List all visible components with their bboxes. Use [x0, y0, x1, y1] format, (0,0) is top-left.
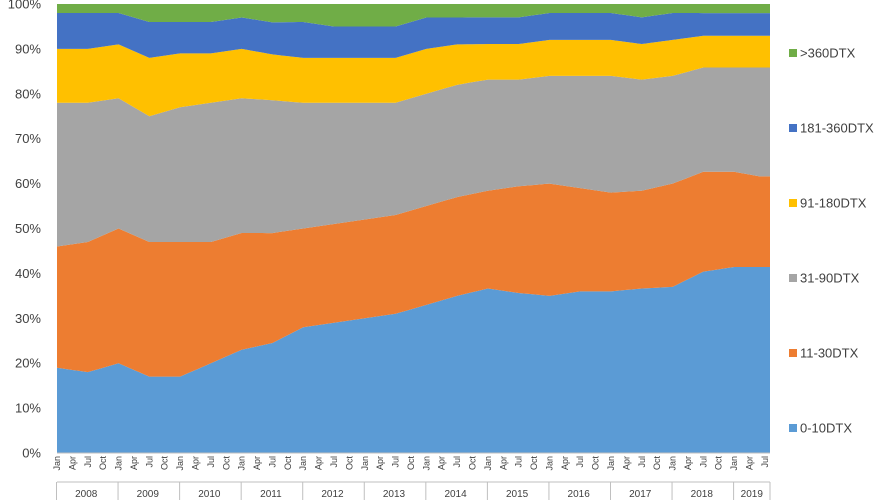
x-month-label: Jan — [298, 456, 308, 471]
y-tick-label: 10% — [15, 401, 41, 416]
legend-label: 91-180DTX — [800, 196, 867, 211]
x-month-label: Oct — [98, 456, 108, 471]
x-month-label: Jan — [729, 456, 739, 471]
x-month-label: Jan — [52, 456, 62, 471]
x-month-label: Oct — [652, 456, 662, 471]
legend-swatch — [789, 124, 797, 132]
area-0-10dtx — [57, 267, 770, 453]
x-year-label: 2009 — [137, 489, 160, 500]
area--360dtx — [57, 4, 770, 27]
area-series-group — [57, 4, 770, 453]
x-month-label: Apr — [498, 456, 508, 470]
area-181-360dtx — [57, 12, 770, 58]
x-month-label: Oct — [714, 456, 724, 471]
x-month-label: Jan — [114, 456, 124, 471]
x-month-label: Apr — [191, 456, 201, 470]
x-year-label: 2008 — [75, 489, 98, 500]
x-month-label: Oct — [283, 456, 293, 471]
x-year-label: 2015 — [506, 489, 529, 500]
legend-label: 11-30DTX — [800, 346, 859, 361]
x-year-label: 2011 — [260, 489, 282, 500]
y-tick-label: 40% — [15, 266, 41, 281]
area-11-30dtx — [57, 171, 770, 377]
x-month-label: Apr — [375, 456, 385, 470]
legend-label: 31-90DTX — [800, 271, 860, 286]
legend-swatch — [789, 424, 797, 432]
x-month-label: Jul — [267, 456, 277, 468]
legend-swatch — [789, 274, 797, 282]
x-axis: Jan Apr Jul Oct Jan Apr Jul Oct Jan Apr Jul Oct Jan A… — [52, 452, 771, 500]
x-month-label: Apr — [437, 456, 447, 470]
x-month-label: Apr — [67, 456, 77, 470]
x-month-label: Apr — [252, 456, 262, 470]
x-month-label: Jul — [698, 456, 708, 468]
x-month-label: Jul — [760, 456, 770, 468]
x-month-label: Jul — [83, 456, 93, 468]
legend: >360DTX 181-360DTX 91-180DTX 31-90DTX 11-30D… — [789, 46, 874, 436]
legend-label: 181-360DTX — [800, 121, 874, 136]
x-month-label: Jul — [144, 456, 154, 468]
x-month-label: Apr — [744, 456, 754, 470]
x-month-label: Apr — [621, 456, 631, 470]
x-year-label: 2018 — [691, 489, 714, 500]
legend-swatch — [789, 49, 797, 57]
x-month-label: Oct — [591, 456, 601, 471]
x-month-label: Jul — [329, 456, 339, 468]
x-year-label: 2019 — [741, 489, 764, 500]
x-month-label: Jan — [668, 456, 678, 471]
y-tick-label: 50% — [15, 221, 41, 236]
x-month-label: Jan — [360, 456, 370, 471]
x-year-label: 2016 — [568, 489, 591, 500]
y-tick-label: 100% — [8, 0, 42, 12]
x-month-label: Jan — [175, 456, 185, 471]
legend-label: >360DTX — [800, 46, 856, 61]
y-tick-label: 20% — [15, 356, 41, 371]
x-month-label: Jul — [514, 456, 524, 468]
x-month-label: Oct — [221, 456, 231, 471]
x-month-label: Jan — [483, 456, 493, 471]
area-91-180dtx — [57, 35, 770, 117]
x-year-label: 2012 — [321, 489, 344, 500]
area-31-90dtx — [57, 67, 770, 247]
y-tick-label: 0% — [22, 446, 41, 461]
x-month-label: Apr — [683, 456, 693, 470]
x-month-label: Oct — [344, 456, 354, 471]
y-tick-label: 70% — [15, 131, 41, 146]
x-year-label: 2013 — [383, 489, 406, 500]
x-year-label: 2010 — [198, 489, 221, 500]
legend-swatch — [789, 349, 797, 357]
y-tick-label: 60% — [15, 176, 41, 191]
y-tick-label: 80% — [15, 86, 41, 101]
x-month-label: Jul — [575, 456, 585, 468]
x-month-label: Oct — [160, 456, 170, 471]
x-month-label: Jan — [544, 456, 554, 471]
x-month-label: Jul — [206, 456, 216, 468]
x-month-label: Jan — [421, 456, 431, 471]
y-axis: 0% 10% 20% 30% 40% 50% 60% 70% 80% 90% 100% — [8, 0, 42, 461]
x-month-label: Jan — [606, 456, 616, 471]
x-month-label: Jan — [237, 456, 247, 471]
x-month-label: Oct — [406, 456, 416, 471]
x-month-label: Jul — [452, 456, 462, 468]
x-month-label: Apr — [314, 456, 324, 470]
x-year-label: 2017 — [629, 489, 652, 500]
legend-swatch — [789, 199, 797, 207]
x-month-label: Oct — [467, 456, 477, 471]
x-month-label: Jul — [637, 456, 647, 468]
y-tick-label: 30% — [15, 311, 41, 326]
x-month-label: Jul — [391, 456, 401, 468]
x-month-label: Apr — [560, 456, 570, 470]
x-year-label: 2014 — [444, 489, 467, 500]
y-tick-label: 90% — [15, 41, 41, 56]
x-month-label: Apr — [129, 456, 139, 470]
x-month-label: Oct — [529, 456, 539, 471]
legend-label: 0-10DTX — [800, 421, 852, 436]
